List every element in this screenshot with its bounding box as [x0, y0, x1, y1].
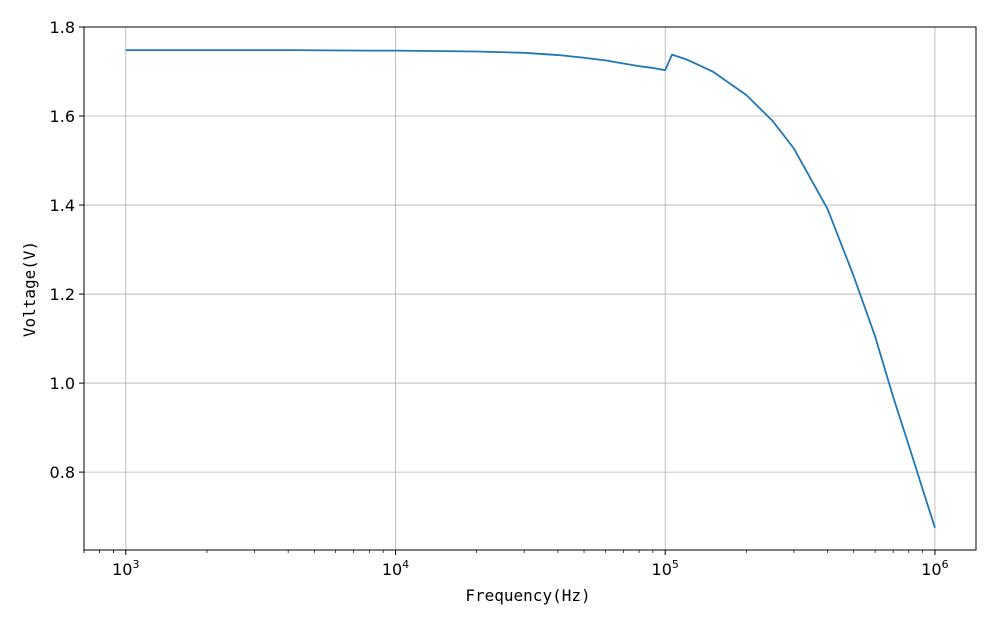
voltage-series-line — [125, 49, 936, 529]
plot-frame — [83, 26, 977, 551]
y-tick-label: 1.8 — [50, 18, 75, 37]
axis-ticks: 103 104 105 106 0.8 1.0 1.2 1.4 1.6 1.8 — [50, 18, 949, 579]
x-tick-label: 105 — [652, 558, 679, 579]
plot-background — [84, 27, 976, 550]
y-tick-label: 0.8 — [50, 463, 75, 482]
x-tick-label: 106 — [921, 558, 948, 579]
y-axis-label: Voltage(V) — [20, 241, 39, 337]
y-tick-label: 1.4 — [50, 196, 75, 215]
x-tick-label: 104 — [382, 558, 409, 579]
y-tick-label: 1.0 — [50, 374, 75, 393]
y-tick-label: 1.6 — [50, 107, 75, 126]
y-tick-label: 1.2 — [50, 285, 75, 304]
x-tick-label: 103 — [112, 558, 139, 579]
series-layer — [125, 49, 936, 529]
x-axis-label: Frequency(Hz) — [465, 586, 590, 605]
